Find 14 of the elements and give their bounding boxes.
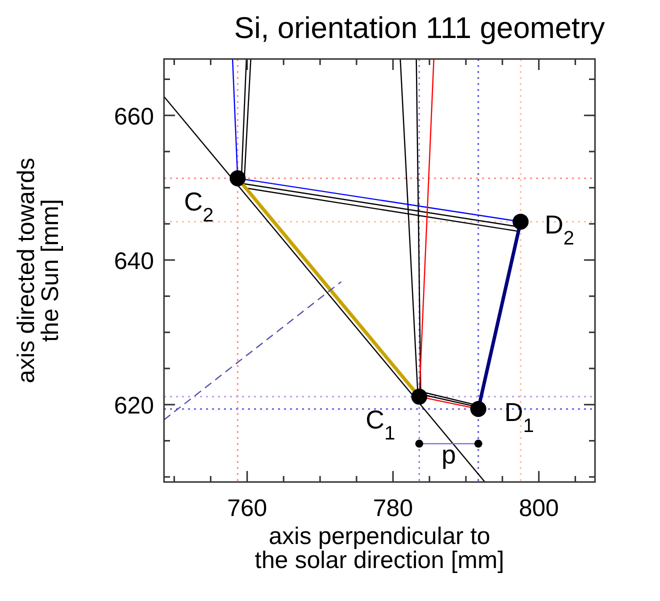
annotation: D$_{1}$	[504, 396, 534, 437]
annotation: p	[442, 440, 456, 470]
chart-title: Si, orientation 111 geometry	[234, 12, 605, 45]
x-tick-label: 800	[518, 495, 559, 522]
y-tick-label: 660	[114, 103, 154, 130]
annotation: C$_{2}$	[184, 186, 214, 226]
annotation: D$_{2}$	[544, 210, 574, 250]
annotation: C$_{1}$	[366, 404, 396, 445]
x-axis-title: axis perpendicular to the solar direction [mm]	[254, 523, 504, 574]
x-tick-label: 760	[227, 495, 268, 522]
y-tick-label: 640	[114, 248, 154, 276]
y-tick-label: 620	[114, 392, 154, 420]
y-axis-title: axis directed towards the Sun [mm]	[13, 158, 64, 384]
x-tick-label: 780	[372, 495, 414, 522]
